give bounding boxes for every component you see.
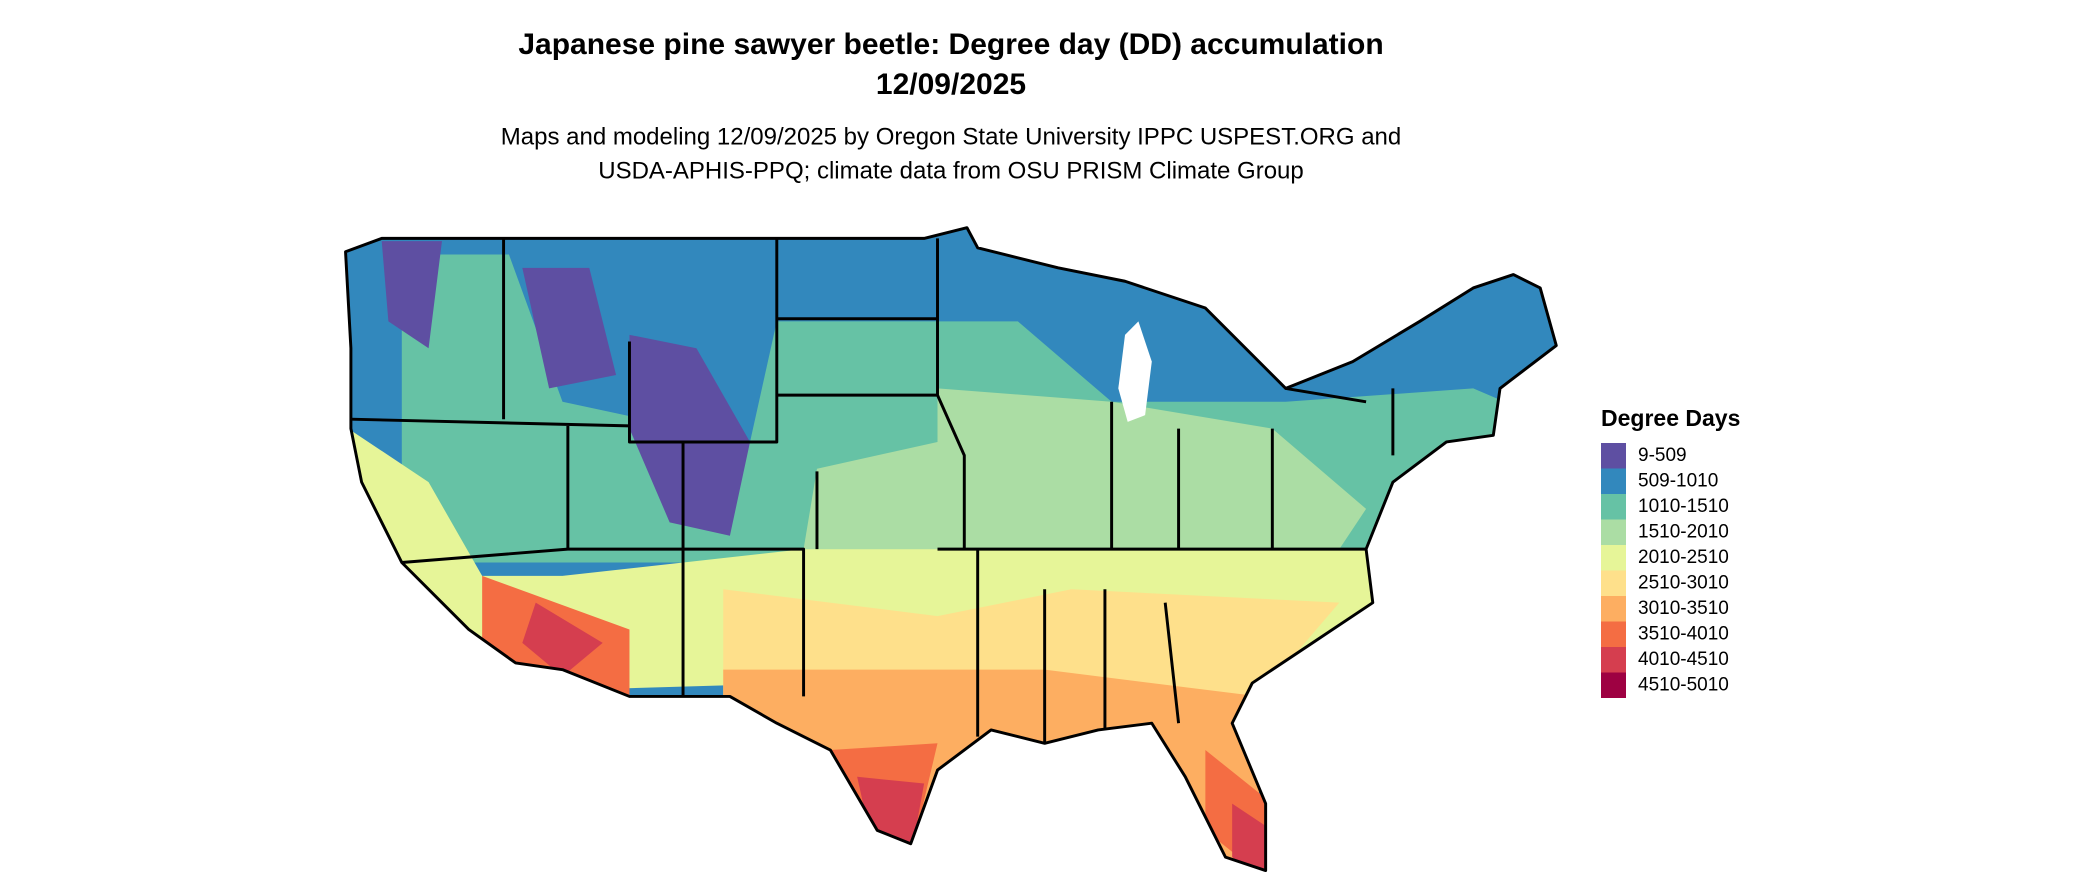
title-date: 12/09/2025 (876, 68, 1026, 101)
legend-label: 3010-3510 (1638, 598, 1729, 619)
legend-label: 3510-4010 (1638, 624, 1729, 645)
legend-swatch (1601, 443, 1626, 469)
legend-swatch (1601, 570, 1626, 596)
legend-label: 2010-2510 (1638, 547, 1729, 568)
legend-swatch (1601, 494, 1626, 520)
subtitle: USDA-APHIS-PPQ; climate data from OSU PR… (598, 157, 1304, 184)
legend-label: 9-509 (1638, 445, 1687, 466)
legend-swatch (1601, 596, 1626, 622)
map (344, 226, 1558, 873)
legend-swatch (1601, 647, 1626, 673)
legend-label: 2510-3010 (1638, 573, 1729, 594)
legend-swatch (1601, 519, 1626, 545)
legend-swatch (1601, 468, 1626, 494)
legend-label: 509-1010 (1638, 471, 1718, 492)
legend-swatch (1601, 621, 1626, 647)
title: Japanese pine sawyer beetle: Degree day … (518, 28, 1383, 61)
legend-label: 1010-1510 (1638, 496, 1729, 517)
legend-label: 4510-5010 (1638, 675, 1729, 696)
subtitle: Maps and modeling 12/09/2025 by Oregon S… (501, 123, 1401, 150)
legend: 9-509 509-1010 1010-1510 1510-2010 2010-2510… (1601, 443, 1729, 698)
legend-label: 4010-4510 (1638, 649, 1729, 670)
legend-swatch (1601, 545, 1626, 571)
legend-label: 1510-2010 (1638, 522, 1729, 543)
legend-title: Degree Days (1601, 405, 1740, 431)
legend-swatch (1601, 672, 1626, 698)
